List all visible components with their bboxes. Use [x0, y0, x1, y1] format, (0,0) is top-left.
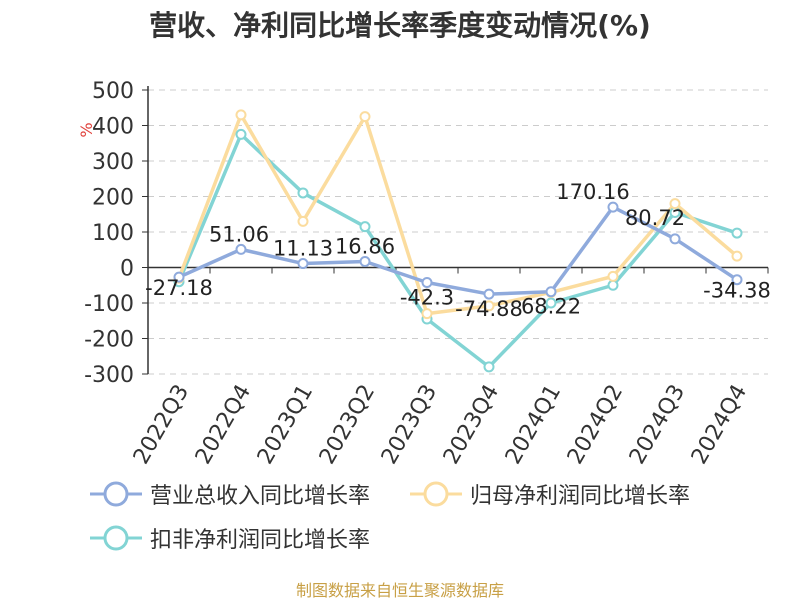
- series-point-2: [483, 361, 495, 373]
- series-point-1: [359, 111, 371, 123]
- data-label: -74.88: [455, 297, 523, 321]
- series-point-2: [545, 297, 557, 309]
- grid-lines: [148, 89, 768, 375]
- y-tick-label: 500: [92, 79, 134, 104]
- series-point-1: [607, 270, 619, 282]
- x-tick-label: 2024Q4: [687, 381, 752, 469]
- x-tick-label: 2024Q1: [501, 381, 566, 469]
- series-point-0: [421, 277, 433, 289]
- data-label: 68.22: [521, 295, 581, 319]
- series-point-1: [235, 109, 247, 121]
- series-point-2: [359, 221, 371, 233]
- legend-label-deducted-profit: 扣非净利润同比增长率: [150, 528, 371, 553]
- data-label: -27.18: [145, 276, 213, 300]
- y-tick-label: 400: [92, 115, 134, 140]
- legend-marker-revenue-icon: [90, 481, 142, 507]
- legend-label-net-profit: 归母净利润同比增长率: [470, 484, 691, 509]
- data-label: 11.13: [273, 237, 333, 261]
- source-note: 制图数据来自恒生聚源数据库: [295, 581, 504, 600]
- data-label: 80.72: [625, 206, 685, 230]
- data-label: 170.16: [556, 180, 629, 204]
- x-tick-label: 2023Q3: [377, 381, 442, 469]
- series-point-0: [235, 243, 247, 255]
- series-line-2: [177, 132, 738, 369]
- series-point-0: [359, 256, 371, 268]
- series-line-0: [178, 205, 738, 296]
- legend-label-revenue: 营业总收入同比增长率: [150, 484, 371, 509]
- series-point-1: [421, 308, 433, 320]
- series-line-1: [177, 113, 739, 316]
- data-label: -42.3: [400, 286, 454, 310]
- y-tick-label: 200: [92, 186, 134, 211]
- y-tick-label: 100: [92, 221, 134, 246]
- y-axis-unit-label: %: [77, 122, 96, 137]
- y-tick-label: 300: [92, 150, 134, 175]
- series-point-2: [731, 227, 743, 239]
- series-lines: [177, 113, 739, 369]
- y-tick-label: -100: [84, 292, 134, 317]
- series-point-0: [669, 233, 681, 245]
- x-tick-label: 2023Q2: [315, 381, 380, 469]
- series-points: [173, 109, 743, 373]
- chart-title: 营收、净利同比增长率季度变动情况(%): [149, 9, 651, 42]
- series-point-1: [483, 300, 495, 312]
- series-point-0: [297, 258, 309, 270]
- x-tick-label: 2022Q4: [191, 381, 256, 469]
- series-point-0: [607, 201, 619, 213]
- y-tick-label: -200: [84, 328, 134, 353]
- legend-item-deducted-profit[interactable]: 扣非净利润同比增长率: [90, 522, 370, 554]
- data-label: -34.38: [703, 279, 771, 303]
- legend-item-net-profit[interactable]: 归母净利润同比增长率: [410, 478, 690, 510]
- x-tick-label: 2022Q3: [129, 381, 194, 469]
- series-point-0: [173, 271, 185, 283]
- series-point-0: [483, 288, 495, 300]
- data-label: 51.06: [209, 222, 269, 246]
- legend-marker-net-profit-icon: [410, 481, 462, 507]
- legend-marker-deducted-profit-icon: [90, 525, 142, 551]
- x-tick-label: 2023Q4: [439, 381, 504, 469]
- x-tick-label: 2024Q3: [625, 381, 690, 469]
- x-tick-label: 2023Q1: [253, 381, 318, 469]
- series-point-1: [731, 250, 743, 262]
- legend-item-revenue[interactable]: 营业总收入同比增长率: [90, 478, 370, 510]
- series-point-2: [607, 279, 619, 291]
- series-point-0: [545, 286, 557, 298]
- series-point-0: [731, 274, 743, 286]
- series-point-1: [669, 198, 681, 210]
- series-point-1: [297, 215, 309, 227]
- series-point-2: [235, 128, 247, 140]
- y-tick-label: 0: [120, 257, 134, 282]
- data-label: 16.86: [335, 235, 395, 259]
- x-tick-label: 2024Q2: [563, 381, 628, 469]
- y-tick-label: -300: [84, 363, 134, 388]
- series-point-2: [297, 187, 309, 199]
